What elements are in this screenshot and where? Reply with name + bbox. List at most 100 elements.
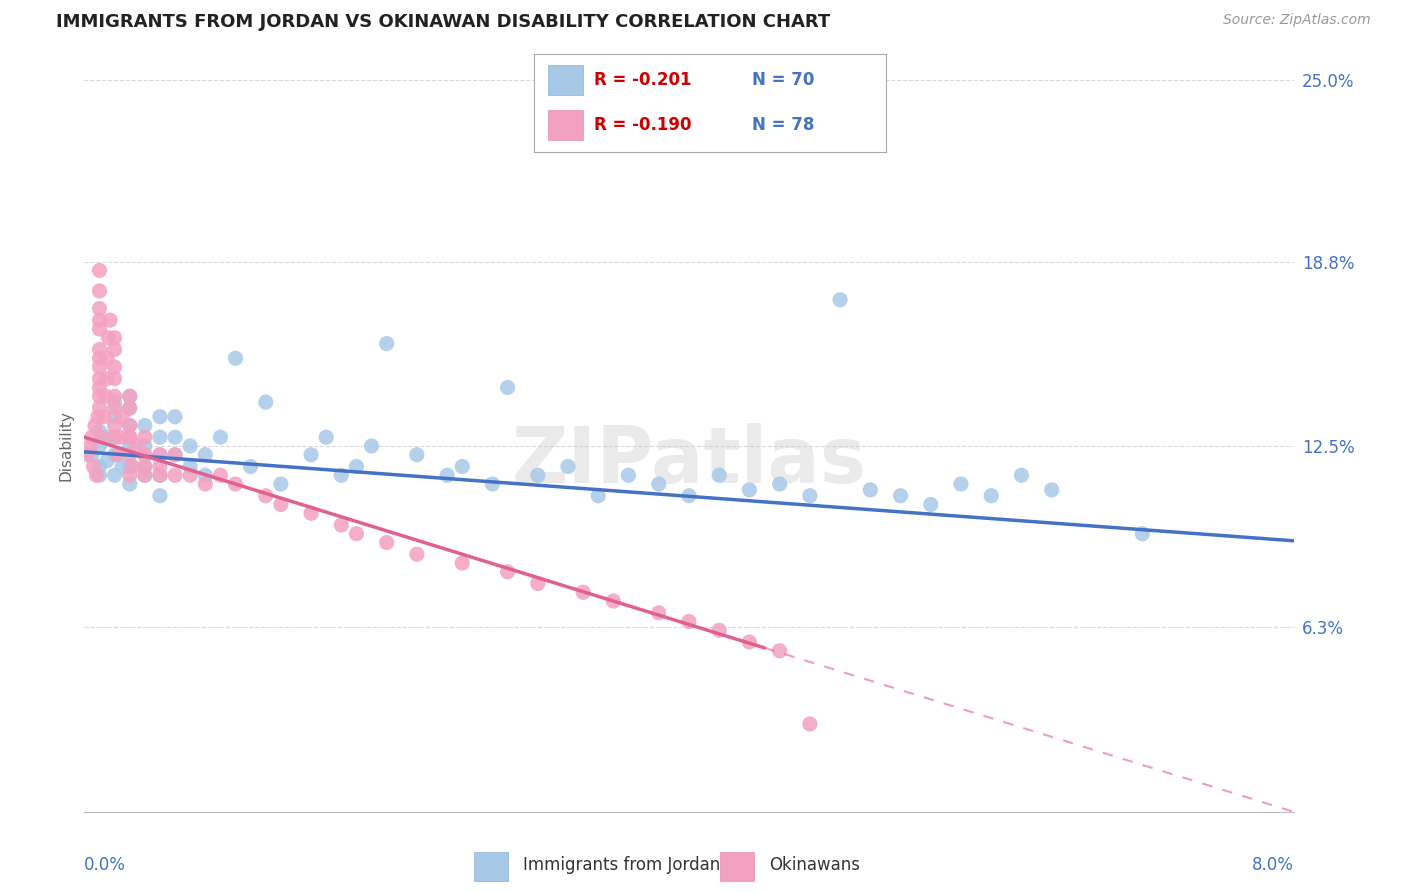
Point xyxy=(299,506,322,520)
Point xyxy=(799,489,821,503)
Point xyxy=(709,468,731,483)
Point xyxy=(165,430,187,444)
Point xyxy=(111,459,134,474)
Point xyxy=(104,448,127,462)
Point xyxy=(950,477,973,491)
Point xyxy=(104,359,127,374)
Point xyxy=(527,468,550,483)
Point xyxy=(225,477,247,491)
Point xyxy=(709,624,731,638)
Point xyxy=(738,635,761,649)
Point xyxy=(648,477,671,491)
Point xyxy=(91,430,114,444)
Point xyxy=(87,409,110,424)
Text: N = 70: N = 70 xyxy=(752,71,814,89)
Point xyxy=(149,448,172,462)
Point xyxy=(118,401,141,415)
Point xyxy=(104,389,127,403)
Point xyxy=(179,459,201,474)
Bar xyxy=(720,852,754,881)
Point xyxy=(84,418,107,433)
Point xyxy=(76,448,98,462)
Point xyxy=(104,331,127,345)
Point xyxy=(572,585,595,599)
Point xyxy=(89,359,111,374)
Point xyxy=(104,418,127,433)
Point xyxy=(179,468,201,483)
Point xyxy=(111,409,134,424)
Point xyxy=(118,459,141,474)
Point xyxy=(330,518,353,533)
Point xyxy=(890,489,912,503)
Point xyxy=(79,439,101,453)
Point xyxy=(89,468,111,483)
Point xyxy=(134,430,156,444)
Point xyxy=(89,313,111,327)
Y-axis label: Disability: Disability xyxy=(58,410,73,482)
Point xyxy=(134,468,156,483)
Point xyxy=(118,418,141,433)
Point xyxy=(104,372,127,386)
Point xyxy=(165,409,187,424)
Point xyxy=(270,498,292,512)
Point xyxy=(118,468,141,483)
Point xyxy=(678,615,700,629)
Point xyxy=(375,336,398,351)
Point xyxy=(118,448,141,462)
Point xyxy=(254,395,277,409)
Point xyxy=(104,343,127,357)
Text: Okinawans: Okinawans xyxy=(769,856,860,874)
Point xyxy=(134,418,156,433)
Point xyxy=(104,409,127,424)
Point xyxy=(94,389,117,403)
Text: Source: ZipAtlas.com: Source: ZipAtlas.com xyxy=(1223,13,1371,28)
Point xyxy=(648,606,671,620)
Point xyxy=(1040,483,1063,497)
Point xyxy=(118,389,141,403)
Point xyxy=(194,448,217,462)
Point xyxy=(330,468,353,483)
Point xyxy=(104,468,127,483)
Point xyxy=(179,439,201,453)
Point xyxy=(738,483,761,497)
Point xyxy=(1011,468,1033,483)
Point xyxy=(104,395,127,409)
Point xyxy=(769,477,792,491)
Point xyxy=(104,401,127,415)
Point xyxy=(830,293,852,307)
Point xyxy=(149,430,172,444)
Point xyxy=(436,468,458,483)
Point xyxy=(678,489,700,503)
Point xyxy=(134,448,156,462)
Point xyxy=(149,468,172,483)
Point xyxy=(107,448,129,462)
Text: ZIPatlas: ZIPatlas xyxy=(512,423,866,499)
Point xyxy=(118,430,141,444)
Point xyxy=(96,453,118,467)
Point xyxy=(110,430,132,444)
Text: R = -0.190: R = -0.190 xyxy=(593,116,692,134)
Point xyxy=(149,468,172,483)
Point xyxy=(209,430,232,444)
Text: Immigrants from Jordan: Immigrants from Jordan xyxy=(523,856,720,874)
Point xyxy=(89,459,111,474)
Point xyxy=(165,468,187,483)
Point xyxy=(96,372,118,386)
Point xyxy=(82,459,104,474)
Point xyxy=(104,430,127,444)
Point xyxy=(557,459,579,474)
Point xyxy=(360,439,382,453)
Point xyxy=(859,483,882,497)
Point xyxy=(118,430,141,444)
Point xyxy=(980,489,1002,503)
Point xyxy=(104,430,127,444)
Point xyxy=(89,425,111,439)
Bar xyxy=(548,65,583,95)
Point xyxy=(799,717,821,731)
Text: 0.0%: 0.0% xyxy=(84,855,127,873)
Point xyxy=(134,448,156,462)
Point xyxy=(96,430,118,444)
Point xyxy=(254,489,277,503)
Point xyxy=(118,439,141,453)
Point xyxy=(1132,526,1154,541)
